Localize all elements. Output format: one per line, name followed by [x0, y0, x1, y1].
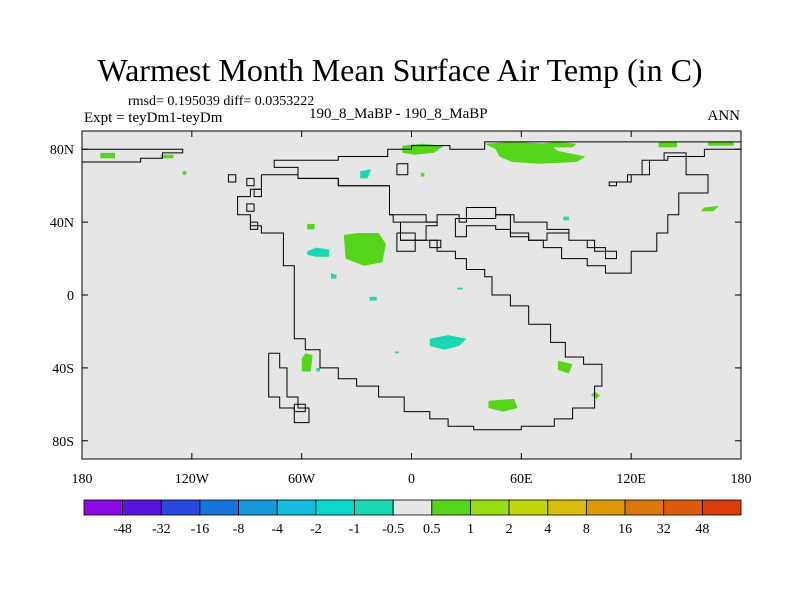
coastline-segment	[227, 174, 237, 183]
coastline-segment	[268, 352, 310, 424]
coastline-segment	[82, 148, 184, 163]
x-axis: 180 120W 60W 0 60E 120E 180	[72, 131, 752, 487]
colorbar-label: -4	[271, 522, 283, 537]
colorbar-label: -8	[233, 522, 245, 537]
anomaly-patch	[484, 141, 586, 164]
anomaly-patch	[301, 353, 313, 372]
coastline-segment	[253, 188, 262, 198]
cases-label: 190_8_MaBP - 190_8_MaBP	[309, 106, 488, 122]
anomaly-patch	[307, 223, 315, 230]
colorbar-label: 1	[467, 522, 474, 537]
colorbar-swatch	[624, 499, 665, 516]
x-tick-label: 120W	[175, 472, 210, 487]
anomaly-patch	[539, 141, 577, 148]
anomaly-patch	[160, 154, 174, 159]
anomaly-patch	[420, 172, 425, 177]
y-axis: 80N 40N 0 40S 80S	[50, 143, 741, 450]
colorbar-swatch	[702, 499, 742, 516]
experiment-label: Expt = teyDm1-teyDm	[84, 110, 223, 126]
anomaly-patch	[700, 205, 719, 212]
anomaly-patch	[429, 335, 467, 350]
colorbar-label: -2	[310, 522, 322, 537]
colorbar-swatch	[83, 499, 123, 516]
colorbar-label: 0.5	[423, 522, 441, 537]
x-tick-label: 0	[408, 472, 415, 487]
coastline-segment	[400, 221, 438, 241]
rmsd-diff-stats: rmsd= 0.195039 diff= 0.0353222	[128, 94, 315, 109]
colorbar-swatch	[199, 499, 239, 516]
coastline-segment	[246, 177, 255, 187]
anomaly-patch	[182, 171, 187, 175]
y-tick-label: 40N	[50, 216, 74, 231]
colorbar-label: -48	[113, 522, 132, 537]
colorbar-label: -1	[349, 522, 361, 537]
colorbar: -48 -32 -16 -8 -4 -2 -1 -0.5 0.5 1 2 4 8 16 32 48	[83, 499, 742, 537]
colorbar-swatch	[354, 499, 394, 516]
colorbar-swatch	[431, 499, 471, 516]
anomaly-patch	[343, 233, 386, 266]
anomaly-patch	[100, 152, 115, 159]
colorbar-label: -16	[191, 522, 210, 537]
colorbar-swatch	[276, 499, 317, 516]
coastline-segment	[454, 214, 617, 260]
colorbar-label: 4	[544, 522, 551, 537]
anomaly-patch	[395, 351, 399, 354]
colorbar-swatch	[122, 499, 162, 516]
anomaly-patch	[307, 247, 330, 257]
colorbar-label: 48	[695, 522, 709, 537]
anomaly-patch	[331, 273, 337, 279]
anomaly-patch	[402, 143, 445, 155]
x-tick-label: 60E	[510, 472, 533, 487]
anomaly-patches	[100, 141, 734, 412]
colorbar-label: -0.5	[382, 522, 404, 537]
colorbar-label: 32	[657, 522, 671, 537]
coastline-segment	[429, 239, 442, 249]
coastline-segment	[237, 174, 603, 431]
colorbar-label: 2	[506, 522, 513, 537]
colorbar-swatch	[508, 499, 549, 516]
x-tick-label: 180	[731, 472, 752, 487]
anomaly-patch	[557, 360, 573, 374]
y-tick-label: 40S	[52, 362, 74, 377]
coastline-segment	[396, 163, 409, 176]
coastline-segment	[246, 203, 255, 212]
colorbar-swatch	[586, 499, 626, 516]
y-tick-label: 0	[67, 289, 74, 304]
colorbar-swatch	[470, 499, 510, 516]
colorbar-swatch	[160, 499, 201, 516]
anomaly-patch	[708, 141, 734, 146]
anomaly-patch	[457, 287, 463, 290]
coastline-segment	[293, 403, 306, 413]
colorbar-swatch	[238, 499, 278, 516]
season-label: ANN	[707, 108, 741, 124]
anomaly-patch	[563, 216, 569, 221]
x-tick-label: 180	[72, 472, 93, 487]
colorbar-label: -32	[152, 522, 171, 537]
coastlines	[82, 141, 741, 431]
x-tick-label: 120E	[616, 472, 646, 487]
anomaly-patch	[488, 398, 518, 412]
coastline-segment	[249, 221, 259, 230]
chart-title: Warmest Month Mean Surface Air Temp (in …	[97, 52, 703, 88]
colorbar-swatch	[392, 499, 433, 516]
coastline-segment	[396, 232, 416, 252]
anomaly-patch	[590, 391, 600, 399]
y-tick-label: 80S	[52, 435, 74, 450]
colorbar-label: 8	[583, 522, 590, 537]
colorbar-label: 16	[618, 522, 632, 537]
map-background	[82, 131, 741, 459]
colorbar-swatch	[663, 499, 703, 516]
coastline-segment	[273, 141, 741, 274]
colorbar-swatch	[315, 499, 355, 516]
anomaly-patch	[658, 141, 677, 148]
y-tick-label: 80N	[50, 143, 74, 158]
x-tick-label: 60W	[288, 472, 316, 487]
colorbar-swatch	[547, 499, 587, 516]
anomaly-patch	[369, 296, 377, 301]
anomaly-patch	[316, 367, 320, 372]
anomaly-patch	[360, 169, 372, 179]
